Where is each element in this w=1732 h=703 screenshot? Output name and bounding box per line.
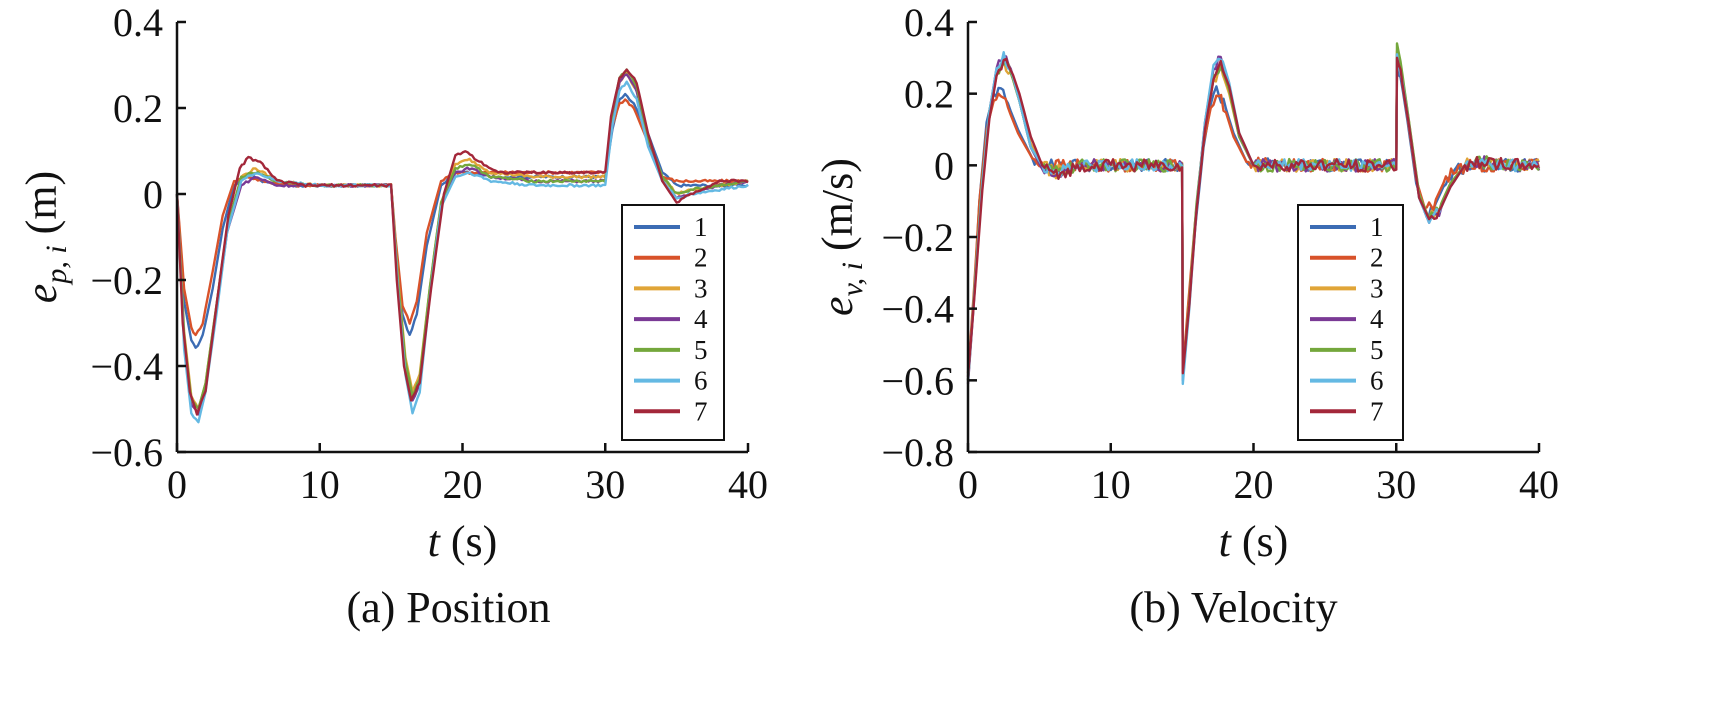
y-axis-unit: (m/s): [813, 158, 862, 262]
series-line-3: [966, 49, 1540, 381]
y-tick-label: −0.4: [90, 344, 163, 389]
legend-label-6: 6: [1370, 366, 1384, 396]
legend-label-4: 4: [694, 304, 708, 334]
x-tick-label: 20: [1234, 462, 1274, 507]
series-group: [966, 42, 1541, 386]
legend-label-7: 7: [694, 396, 708, 426]
x-axis-var: t: [428, 517, 442, 566]
y-tick-label: 0.2: [904, 72, 954, 117]
x-tick-label: 40: [728, 462, 768, 507]
x-tick-label: 10: [300, 462, 340, 507]
y-axis-subscript: p, i: [40, 245, 73, 285]
series-line-6: [966, 51, 1540, 386]
legend-label-1: 1: [1370, 212, 1384, 242]
x-tick-label: 20: [443, 462, 483, 507]
legend-label-2: 2: [1370, 243, 1384, 273]
y-tick-label: −0.2: [881, 215, 954, 260]
series-line-6: [175, 80, 749, 424]
x-axis-var: t: [1219, 517, 1233, 566]
y-axis-var: e: [813, 296, 862, 316]
y-axis-label: ev, i (m/s): [813, 158, 869, 316]
series-line-7: [175, 68, 749, 416]
y-axis-var: e: [17, 284, 66, 304]
x-tick-label: 40: [1519, 462, 1559, 507]
legend-label-5: 5: [1370, 335, 1384, 365]
y-axis-subscript: v, i: [836, 262, 869, 296]
y-tick-label: −0.6: [881, 358, 954, 403]
series-line-5: [966, 42, 1540, 381]
velocity-chart: 0 10 20 30 40 −0.8 −0.6 −0.4 −0.2 0 0.2 0.4 t (s) ev,…: [813, 0, 1559, 632]
position-chart: 0 10 20 30 40 −0.6 −0.4 −0.2 0 0.2 0.4 t (s) ep, i (…: [17, 0, 768, 632]
series-line-2: [966, 61, 1541, 375]
y-axis-unit: (m): [17, 171, 66, 246]
x-tick-label: 10: [1091, 462, 1131, 507]
series-line-4: [966, 53, 1541, 384]
series-line-1: [966, 67, 1540, 381]
y-axis-label: ep, i (m): [17, 171, 73, 303]
x-tick-label: 30: [1376, 462, 1416, 507]
legend-label-6: 6: [694, 366, 708, 396]
chart-caption: (a) Position: [346, 583, 550, 632]
legend-label-1: 1: [694, 212, 708, 242]
x-axis-unit: (s): [440, 517, 497, 566]
legend-label-3: 3: [1370, 273, 1384, 303]
x-axis-unit: (s): [1231, 517, 1288, 566]
y-tick-label: −0.6: [90, 430, 163, 475]
x-tick-label: 0: [958, 462, 978, 507]
y-tick-label: 0.2: [113, 86, 163, 131]
legend-box: [1297, 204, 1404, 441]
y-tick-label: 0.4: [113, 0, 163, 45]
y-tick-label: −0.8: [881, 430, 954, 475]
legend-label-2: 2: [694, 243, 708, 273]
series-group: [175, 68, 749, 424]
x-axis-label: t (s): [428, 517, 498, 566]
x-axis-label: t (s): [1219, 517, 1289, 566]
y-tick-label: −0.2: [90, 258, 163, 303]
legend-label-7: 7: [1370, 396, 1384, 426]
chart-caption: (b) Velocity: [1129, 583, 1337, 632]
x-tick-label: 30: [585, 462, 625, 507]
legend-label-4: 4: [1370, 304, 1384, 334]
legend-label-3: 3: [694, 273, 708, 303]
legend-box: [621, 204, 725, 441]
y-tick-label: −0.4: [881, 287, 954, 332]
y-tick-label: 0: [143, 172, 163, 217]
y-tick-label: 0: [934, 143, 954, 188]
legend-label-5: 5: [694, 335, 708, 365]
x-tick-label: 0: [167, 462, 187, 507]
series-line-7: [966, 56, 1540, 377]
y-tick-label: 0.4: [904, 0, 954, 45]
